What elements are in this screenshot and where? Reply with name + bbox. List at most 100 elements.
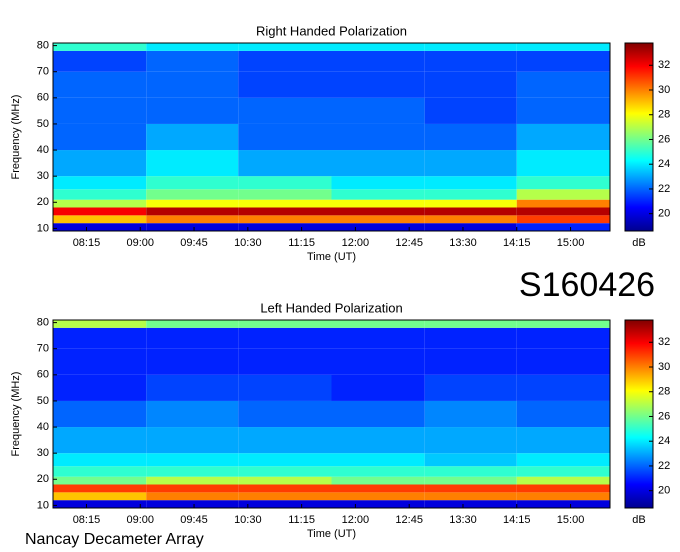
y-tick-label: 40 [37, 144, 49, 156]
heatmap-cell [53, 453, 147, 467]
heatmap-cell [146, 97, 239, 124]
heatmap-cell [424, 123, 517, 151]
heatmap-cell [53, 43, 147, 51]
heatmap-cell [53, 500, 147, 508]
colorbar-tick-label: 30 [658, 361, 670, 373]
heatmap-cell [516, 223, 610, 231]
heatmap-cell [53, 176, 147, 190]
y-tick-label: 80 [37, 40, 49, 52]
x-tick-label: 13:30 [449, 237, 477, 249]
heatmap-cell [424, 223, 517, 231]
heatmap-cell [146, 71, 239, 98]
heatmap-cell [516, 500, 610, 508]
heatmap-cell [146, 223, 239, 231]
heatmap-cell [516, 50, 610, 72]
heatmap-cell [331, 207, 425, 216]
x-tick-label: 11:15 [288, 514, 315, 526]
heatmap-cell [516, 97, 610, 124]
heatmap-cell [331, 199, 425, 208]
heatmap-cell [331, 176, 425, 190]
heatmap-cell [331, 327, 425, 349]
heatmap-cell [516, 374, 610, 401]
y-tick-label: 20 [37, 196, 49, 208]
heatmap-cell [146, 176, 239, 190]
heatmap-cell [516, 466, 610, 477]
heatmap-cell [424, 176, 517, 190]
y-tick-label: 50 [37, 395, 49, 407]
heatmap-cell [331, 320, 425, 328]
heatmap-cell [424, 71, 517, 98]
heatmap-cell [146, 43, 239, 51]
heatmap-cell [516, 484, 610, 493]
heatmap-cell [424, 400, 517, 428]
heatmap-cell [516, 176, 610, 190]
heatmap-cell [146, 453, 239, 467]
heatmap-cell [238, 50, 332, 72]
heatmap-cell [53, 374, 147, 401]
x-tick-label: 11:15 [288, 237, 315, 249]
heatmap-cell [516, 327, 610, 349]
y-tick-label: 30 [37, 447, 49, 459]
colorbar [624, 319, 654, 509]
heatmap-cell [331, 50, 425, 72]
heatmap-cell [424, 348, 517, 375]
colorbar-tick-label: 28 [658, 109, 670, 121]
heatmap-cell [331, 427, 425, 454]
x-tick-label: 13:30 [449, 514, 477, 526]
heatmap-cell [424, 199, 517, 208]
heatmap-cell [331, 223, 425, 231]
x-tick-label: 12:00 [342, 237, 370, 249]
x-tick-label: 12:00 [342, 514, 370, 526]
heatmap-cell [238, 189, 332, 200]
heatmap-cell [146, 348, 239, 375]
colorbar-tick-label: 24 [658, 158, 670, 170]
heatmap-cell [53, 427, 147, 454]
heatmap-cell [238, 453, 332, 467]
colorbar-tick-label: 22 [658, 183, 670, 195]
x-tick-label: 14:15 [503, 237, 531, 249]
heatmap-cell [238, 207, 332, 216]
heatmap-cell [238, 223, 332, 231]
heatmap-cell [238, 150, 332, 177]
heatmap-cell [424, 492, 517, 501]
heatmap-cell [238, 476, 332, 485]
heatmap-cell [146, 466, 239, 477]
heatmap-cell [516, 427, 610, 454]
observation-id: S160426 [519, 266, 655, 304]
heatmap-cell [146, 327, 239, 349]
colorbar-tick-label: 26 [658, 410, 670, 422]
heatmap-cell [424, 484, 517, 493]
heatmap-cell [146, 492, 239, 501]
heatmap-cell [53, 466, 147, 477]
heatmap-cell [516, 207, 610, 216]
heatmap-cell [516, 320, 610, 328]
heatmap-cell [238, 348, 332, 375]
heatmap-cell [53, 199, 147, 208]
heatmap-cell [146, 400, 239, 428]
heatmap-cell [516, 43, 610, 51]
colorbar-tick-label: 28 [658, 386, 670, 398]
plot-frame [52, 319, 611, 509]
x-tick-label: 14:15 [503, 514, 531, 526]
heatmap-cell [238, 327, 332, 349]
heatmap-cell [516, 476, 610, 485]
heatmap-cell [424, 327, 517, 349]
colorbar-tick-label: 32 [658, 59, 670, 71]
heatmap-cell [331, 189, 425, 200]
heatmap-cell [238, 215, 332, 224]
x-tick-label: 10:30 [234, 514, 262, 526]
colorbar-tick-label: 30 [658, 84, 670, 96]
heatmap-cell [424, 50, 517, 72]
y-tick-label: 40 [37, 421, 49, 433]
heatmap-cell [424, 427, 517, 454]
y-tick-label: 30 [37, 170, 49, 182]
colorbar-tick-label: 32 [658, 336, 670, 348]
heatmap-cell [516, 199, 610, 208]
heatmap-cell [331, 484, 425, 493]
y-axis-label: Frequency (MHz) [10, 372, 22, 457]
heatmap-cell [424, 43, 517, 51]
heatmap-cell [146, 150, 239, 177]
y-axis-label: Frequency (MHz) [10, 95, 22, 180]
heatmap-cell [53, 476, 147, 485]
heatmap-cell [516, 123, 610, 151]
